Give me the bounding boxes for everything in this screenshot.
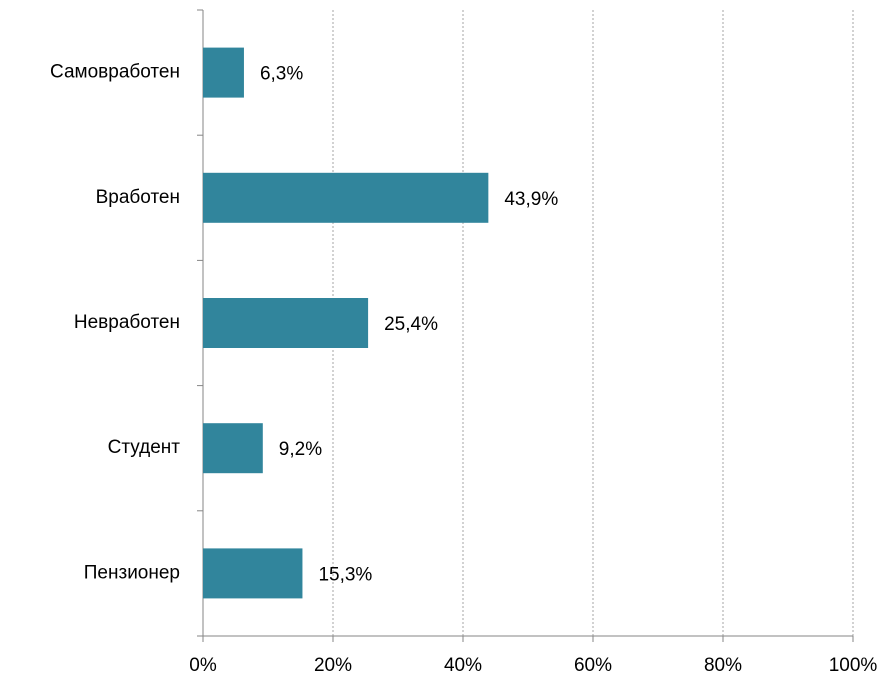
x-tick-label: 0% bbox=[189, 655, 217, 676]
y-tick-label: Вработен bbox=[96, 187, 180, 208]
bar bbox=[203, 423, 263, 474]
x-tick-label: 40% bbox=[444, 655, 482, 676]
y-tick-label: Пензионер bbox=[84, 562, 180, 583]
x-tick-label: 20% bbox=[314, 655, 352, 676]
y-tick-label: Самовработен bbox=[50, 62, 180, 83]
x-tick-label: 60% bbox=[574, 655, 612, 676]
bar bbox=[203, 47, 244, 98]
value-label: 25,4% bbox=[384, 314, 438, 335]
value-label: 15,3% bbox=[318, 564, 372, 585]
value-label: 9,2% bbox=[279, 439, 322, 460]
bar bbox=[203, 172, 489, 223]
x-tick-label: 100% bbox=[829, 655, 878, 676]
x-tick-label: 80% bbox=[704, 655, 742, 676]
y-tick-label: Невработен bbox=[74, 312, 180, 333]
value-label: 6,3% bbox=[260, 64, 303, 85]
bar bbox=[203, 548, 303, 599]
y-tick-label: Студент bbox=[108, 437, 181, 458]
value-label: 43,9% bbox=[504, 189, 558, 210]
bar bbox=[203, 298, 369, 348]
